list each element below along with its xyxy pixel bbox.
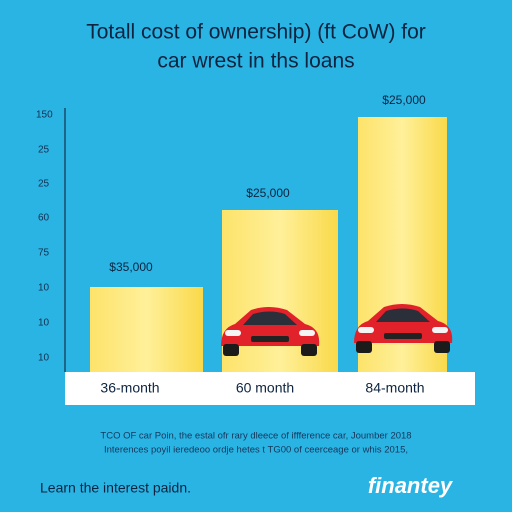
category-label: 60 month [236,380,294,396]
footnote-line: TCO OF car Poin, the estal ofr rary dlee… [100,431,411,442]
category-strip [65,372,475,405]
title-line: Totall cost of ownership) (ft CoW) for [86,21,426,44]
axis-label: 10 [38,283,50,294]
bar [90,287,203,372]
title-line: car wrest in ths loans [157,50,354,73]
brand-logo: finantey [368,473,454,498]
bar-label: $25,000 [246,186,290,200]
category-label: 84-month [365,380,424,396]
category-label: 36-month [100,380,159,396]
axis-label: 25 [38,179,50,190]
tagline: Learn the interest paidn. [40,480,191,496]
footnote-line: Interences poyil ieredeoo ordje hetes t … [104,445,408,456]
bar-label: $25,000 [382,93,426,107]
axis-label: 75 [38,248,50,259]
axis-label: 25 [38,145,50,156]
axis-label: 150 [36,110,53,121]
bar-label: $35,000 [109,260,153,274]
axis-label: 10 [38,318,50,329]
axis-label: 10 [38,353,50,364]
bar [222,210,338,372]
axis-label: 60 [38,213,50,224]
